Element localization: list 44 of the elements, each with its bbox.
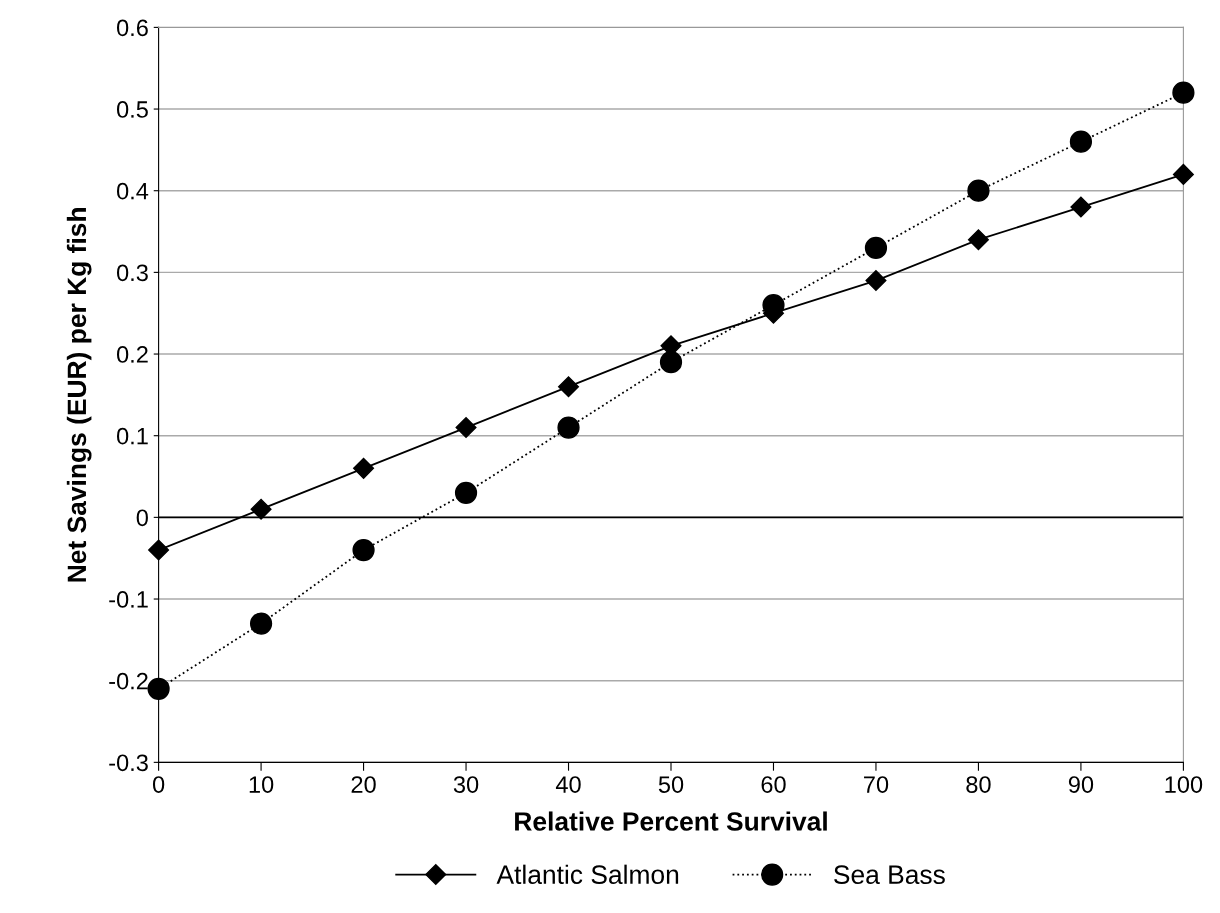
point (1172, 81, 1195, 104)
legend-label: Sea Bass (834, 865, 945, 885)
y-tick-label: 0.5 (116, 101, 148, 118)
x-tick-label: 10 (249, 776, 274, 793)
point (454, 481, 478, 504)
point (353, 457, 375, 479)
y-tick-label: -0.1 (109, 591, 148, 608)
x-tick-label: 30 (453, 776, 479, 793)
point (967, 179, 990, 202)
x-tick-label: 0 (152, 776, 165, 793)
x-tick-label: 90 (1068, 776, 1094, 793)
point (250, 498, 272, 520)
y-tick-label: 0.2 (116, 346, 148, 363)
point (864, 236, 888, 259)
x-tick-label: 60 (761, 776, 786, 793)
point (147, 677, 170, 700)
point (967, 229, 989, 251)
point (1069, 130, 1093, 153)
y-axis-title: Net Savings (EUR) per Kg fish (66, 208, 92, 582)
x-tick-label: 40 (555, 776, 581, 793)
x-tick-label: 20 (351, 776, 376, 793)
y-tick-label: 0.6 (116, 19, 148, 37)
point (148, 539, 170, 561)
point (455, 417, 477, 439)
y-tick-label: 0 (136, 509, 148, 527)
x-axis-title: Relative Percent Survival (515, 811, 827, 831)
x-tick-label: 70 (864, 776, 889, 793)
x-tick-label: 100 (1165, 776, 1203, 793)
y-tick-label: -0.2 (109, 672, 148, 690)
point (1070, 196, 1092, 218)
point (558, 376, 580, 398)
y-tick-label: -0.3 (109, 754, 148, 772)
x-tick-label: 50 (658, 776, 684, 793)
y-tick-label: 0.1 (116, 427, 148, 445)
point (865, 270, 887, 292)
legend-label: Atlantic Salmon (496, 864, 679, 885)
point (557, 416, 580, 439)
y-tick-label: 0.4 (116, 182, 149, 200)
point (352, 538, 375, 562)
y-tick-label: 0.3 (116, 264, 148, 282)
point (659, 351, 683, 374)
point (249, 612, 273, 635)
point (1172, 163, 1194, 185)
x-tick-label: 80 (966, 776, 991, 793)
